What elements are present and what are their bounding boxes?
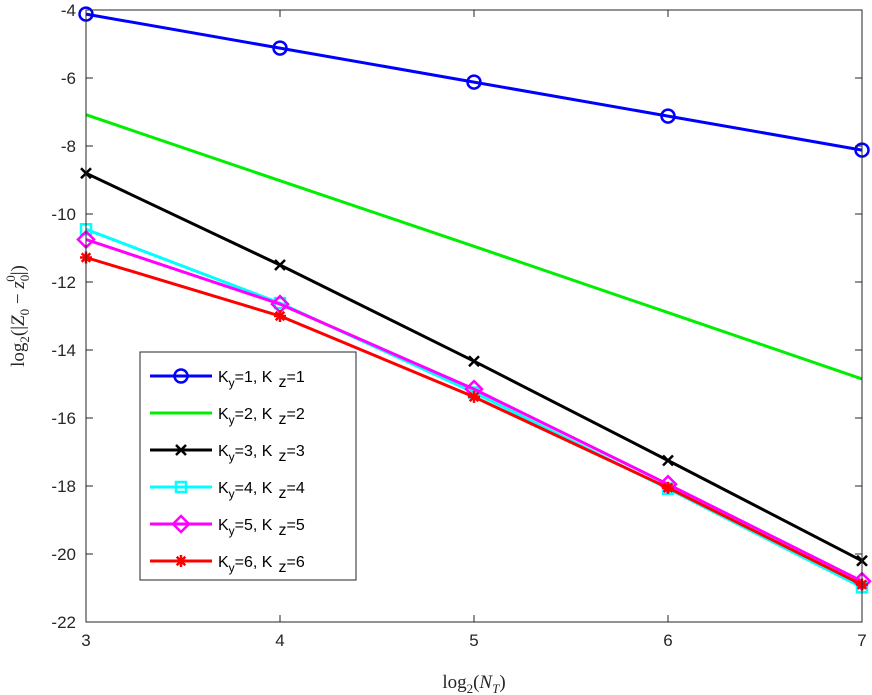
y-tick-label: -14 (51, 341, 76, 360)
legend-box (139, 351, 357, 581)
legend-marker (171, 514, 191, 534)
y-tick-label: -20 (51, 545, 76, 564)
series-2 (85, 113, 863, 381)
data-point-s6-4 (662, 481, 674, 494)
x-axis-label: log2(NT) (442, 672, 505, 695)
series-3 (80, 167, 868, 567)
ticks-layer: 3 4 5 6 7 -4 -6 -8 -10 -12 -14 -16 -18 -20 -22 (51, 1, 866, 650)
legend-marker (175, 444, 187, 456)
data-point-s6-2 (274, 310, 286, 322)
x-tick-label: 5 (469, 631, 478, 650)
y-tick-label: -4 (61, 1, 76, 20)
data-point-s1-3 (466, 74, 482, 90)
data-point-s3-3 (468, 355, 480, 368)
data-point-s6-3 (468, 390, 480, 403)
data-point-s1-4 (660, 108, 676, 124)
y-tick-label: -16 (51, 409, 76, 428)
y-tick-label: -10 (51, 205, 76, 224)
series-line-5 (85, 238, 863, 583)
y-tick-label: -8 (61, 137, 76, 156)
y-tick-label: -12 (51, 273, 76, 292)
legend-marker (175, 555, 187, 567)
x-tick-label: 6 (663, 631, 672, 650)
x-tick-label: 3 (81, 631, 90, 650)
y-tick-label: -18 (51, 477, 76, 496)
series-line-1 (85, 12, 863, 152)
y-tick-label: -6 (61, 69, 76, 88)
data-point-s3-2 (274, 259, 286, 271)
y-axis-label: log2(|Z0 − z00|) (3, 265, 32, 367)
series-layer (76, 6, 872, 594)
data-point-s3-4 (662, 454, 674, 467)
x-tick-label: 7 (857, 631, 866, 650)
x-tick-label: 4 (275, 631, 284, 650)
data-point-s1-2 (272, 40, 288, 56)
legend-marker (173, 368, 189, 384)
y-tick-label: -22 (51, 613, 76, 632)
series-line-2 (85, 113, 863, 381)
legend-marker (174, 480, 188, 494)
